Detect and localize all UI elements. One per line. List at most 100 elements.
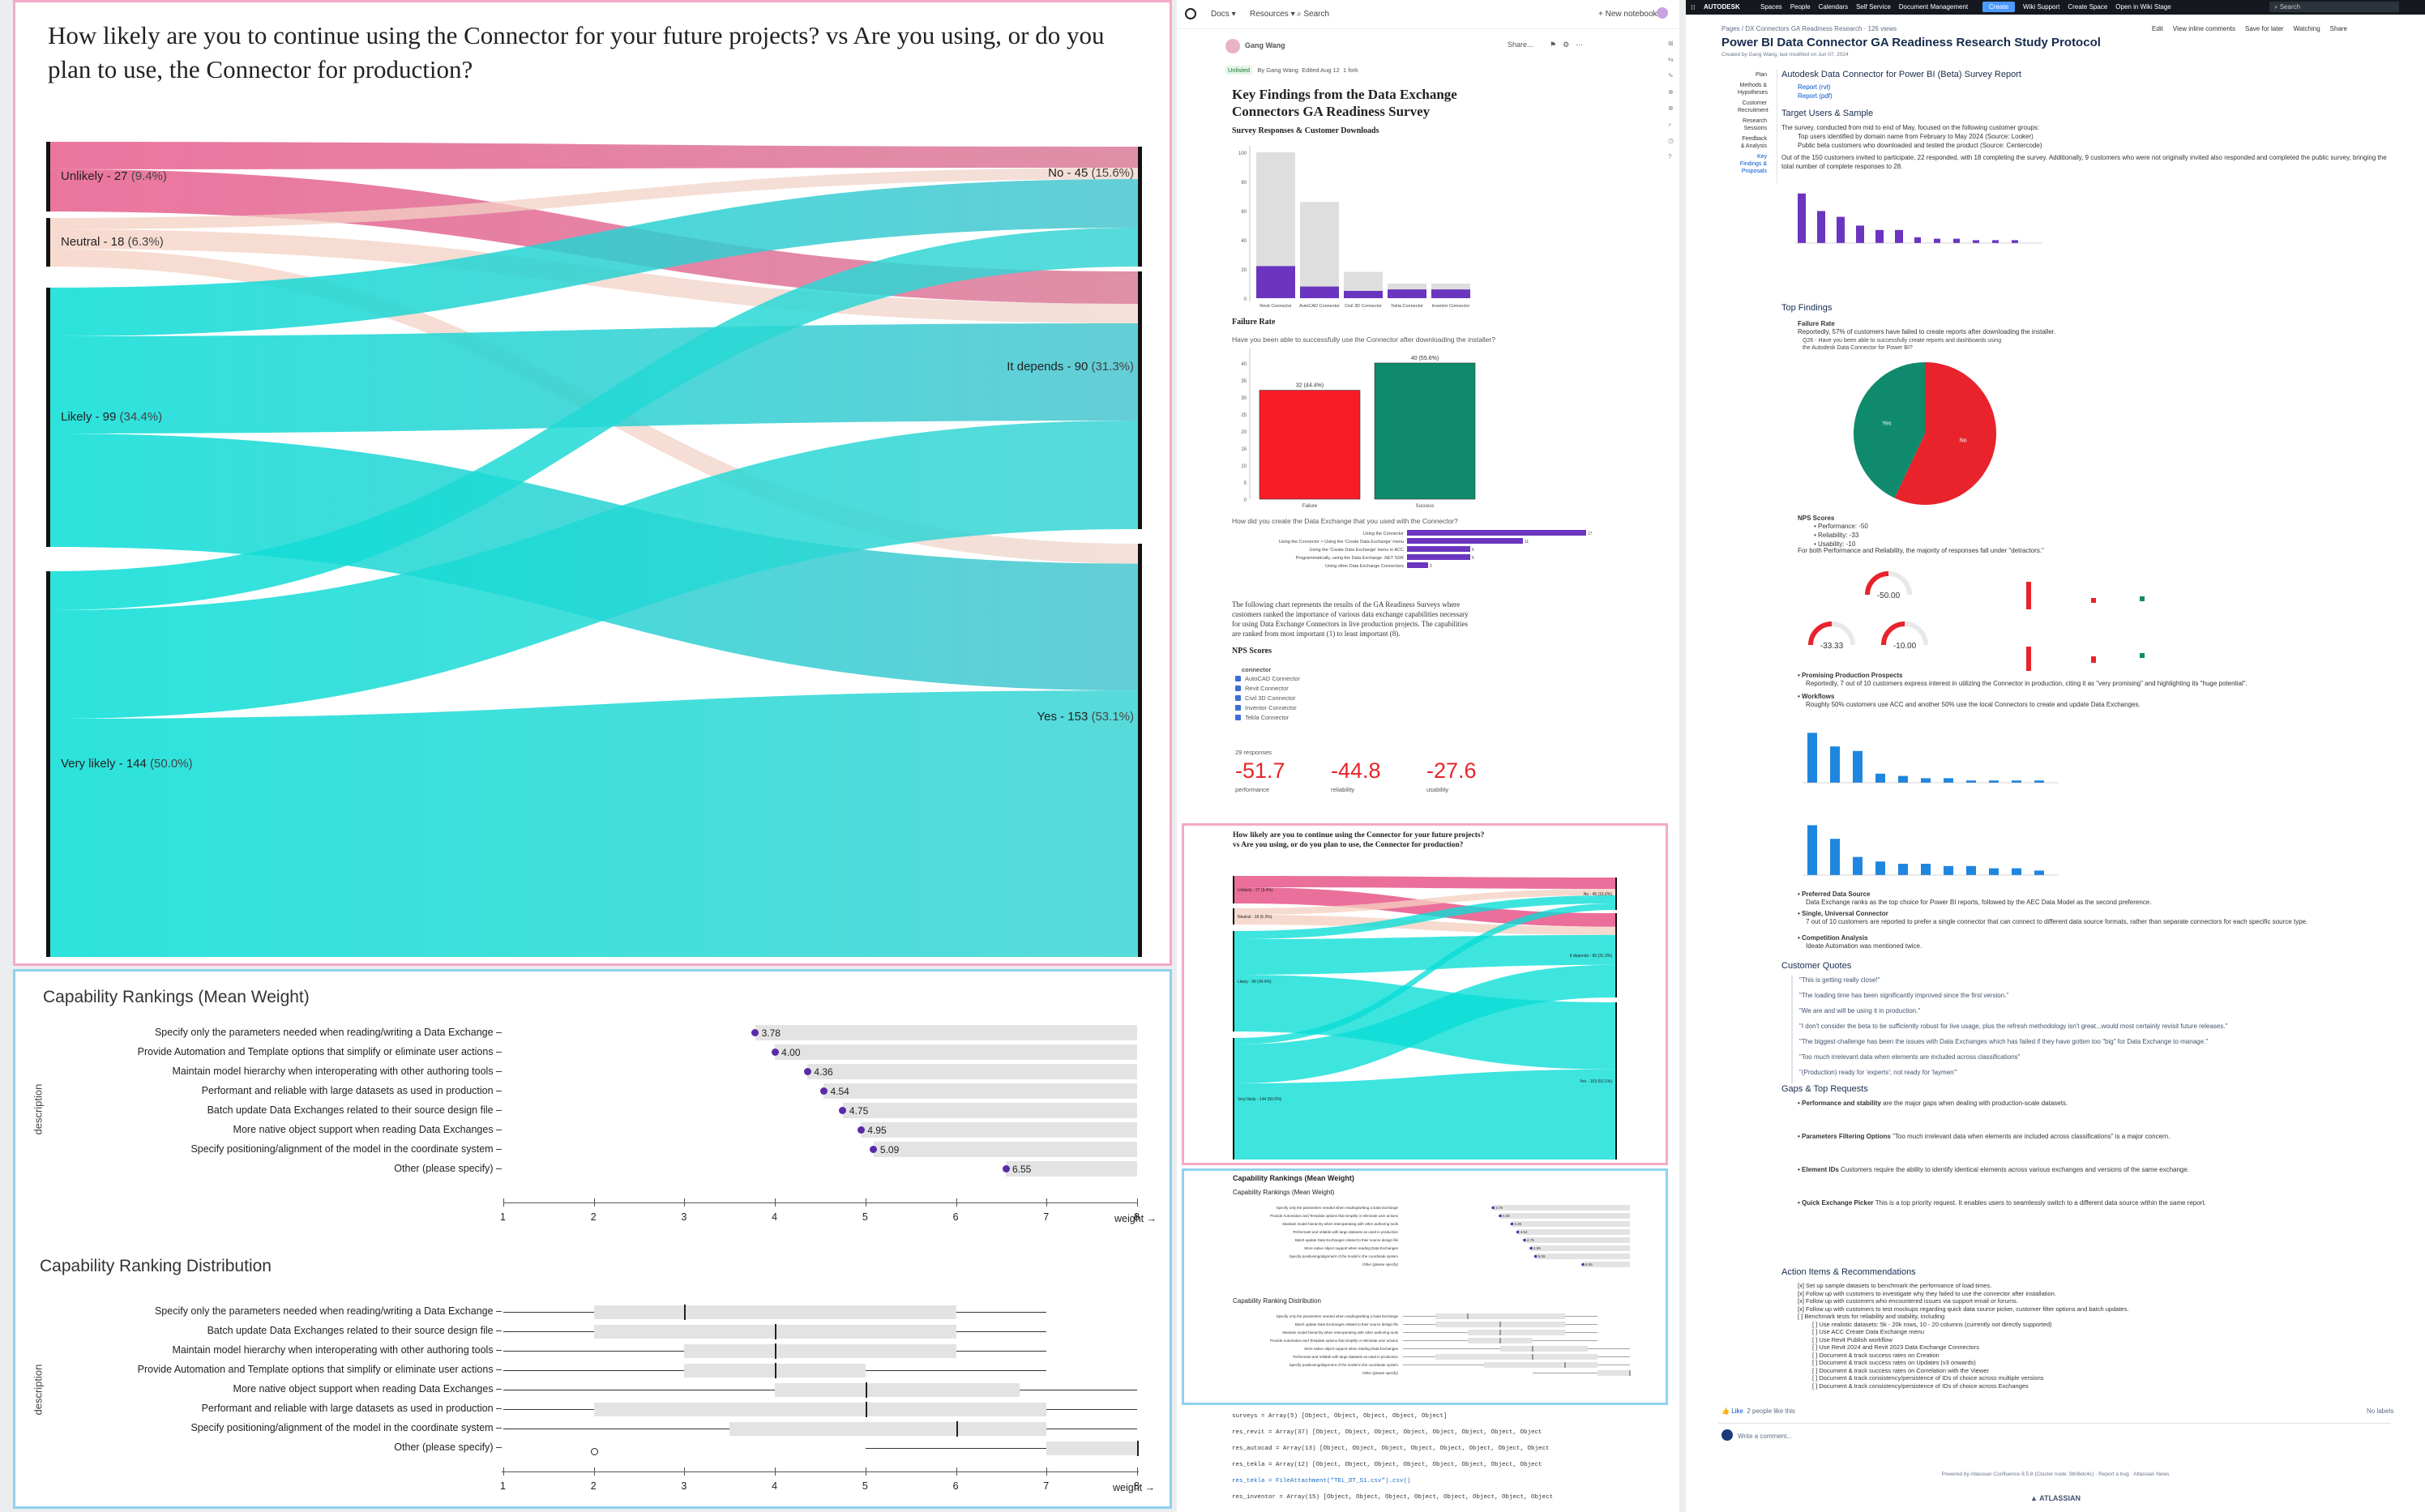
downloads-tick: 60 — [1241, 210, 1247, 215]
autodesk-logo[interactable]: AUTODESK — [1704, 3, 1740, 11]
quote: "Too much irrelevant data when elements … — [1799, 1053, 2021, 1061]
comment-input[interactable]: Write a comment... — [1738, 1433, 1792, 1440]
page-action[interactable]: Share — [2329, 25, 2348, 32]
new-notebook-button[interactable]: + New notebook — [1598, 10, 1657, 19]
mini-sankey-flow — [1234, 915, 1615, 935]
code-line[interactable]: res_autocad = Array(13) [Object, Object,… — [1232, 1446, 1550, 1452]
action-item[interactable]: [x] Follow up with customers to investig… — [1798, 1289, 2056, 1297]
failure-tick: 20 — [1241, 430, 1247, 435]
toc-item[interactable]: Customer Recruitment — [1738, 100, 1768, 113]
connector-checkbox[interactable] — [1235, 686, 1241, 691]
report-link-rvt[interactable]: Report (rvt) — [1798, 83, 1831, 91]
nav-item[interactable]: Create Space — [2068, 3, 2108, 11]
connector-name: Tekla Connector — [1245, 714, 1289, 721]
author-name[interactable]: Gang Wang — [1245, 41, 1285, 49]
sankey-left-label: Likely - 99 (34.4%) — [61, 410, 163, 424]
nav-item[interactable]: Open in Wiki Stage — [2115, 3, 2171, 11]
ranking-paragraph: The following chart represents the resul… — [1232, 600, 1469, 638]
page-action[interactable]: Save for later — [2245, 25, 2284, 32]
toc-item[interactable]: Feedback & Analysis — [1740, 136, 1767, 149]
nav-item[interactable]: People — [1790, 3, 1811, 11]
failure-tick: 25 — [1241, 413, 1247, 418]
nav-item[interactable]: Wiki Support — [2023, 3, 2060, 11]
side-rail-icons[interactable]: ⊞ ⇆ ✎ ⊕ ⊗ ⌕ ◷? — [1668, 40, 1674, 160]
toc-item[interactable]: Plan — [1755, 72, 1767, 78]
distribution-median — [775, 1363, 777, 1378]
code-line[interactable]: res_inventor = Array(15) [Object, Object… — [1232, 1494, 1554, 1501]
target-item-2: Public beta customers who downloaded and… — [1798, 142, 2042, 149]
page-action[interactable]: Watching — [2293, 25, 2320, 32]
sankey-node-right — [1138, 271, 1142, 529]
toc-item[interactable]: Key Findings & Proposals — [1739, 154, 1767, 174]
ranking-tick-mark — [956, 1198, 957, 1207]
finding-text: Roughly 50% customers use ACC and anothe… — [1806, 701, 2141, 708]
distribution-row-label: Other (please specify) – — [394, 1442, 502, 1453]
nav-item[interactable]: Spaces — [1760, 3, 1782, 11]
connector-checkbox[interactable] — [1235, 705, 1241, 711]
action-item[interactable]: [ ] Use realistic datasets: 5k - 20k row… — [1812, 1320, 2052, 1328]
atlassian-logo: ▲ ATLASSIAN — [2030, 1494, 2081, 1502]
nav-item[interactable]: Self Service — [1856, 3, 1891, 11]
downloads-tick: 100 — [1238, 152, 1247, 156]
action-item[interactable]: [ ] Use ACC Create Data Exchange menu — [1812, 1328, 1924, 1335]
mini-ranking-bar — [1517, 1229, 1630, 1235]
labels[interactable]: No labels — [2367, 1407, 2394, 1415]
mini-ranking-dot — [1516, 1230, 1520, 1234]
code-cells[interactable]: surveys = Array(5) [Object, Object, Obje… — [1232, 1408, 1670, 1506]
code-line[interactable]: surveys = Array(5) [Object, Object, Obje… — [1232, 1413, 1448, 1420]
search-link[interactable]: ⌕ Search — [1297, 10, 1330, 19]
action-item[interactable]: [ ] Document & track consistency/persist… — [1812, 1374, 2044, 1382]
connector-checkbox[interactable] — [1235, 715, 1241, 720]
mini-distribution-box — [1597, 1370, 1630, 1376]
page-action[interactable]: View inline comments — [2172, 25, 2236, 32]
customer-group-bar — [1992, 240, 1999, 243]
action-item[interactable]: [ ] Document & track success rates on Up… — [1812, 1359, 1976, 1366]
failure-tick: 35 — [1241, 379, 1247, 384]
menu-resources[interactable]: Resources ▾ — [1250, 10, 1295, 19]
action-item[interactable]: [x] Follow up with customers to test moc… — [1798, 1305, 2129, 1313]
code-line[interactable]: res_revit = Array(37) [Object, Object, O… — [1232, 1429, 1542, 1436]
page-byline: Created by Gang Wang, last modified on J… — [1721, 52, 1849, 58]
user-avatar[interactable] — [1657, 7, 1668, 19]
distribution-tick-label: 1 — [500, 1480, 506, 1492]
mini-ranking-label: Other (please specify) — [1362, 1262, 1399, 1266]
footer-text: Powered by Atlassian Confluence 8.5.8 (C… — [1941, 1471, 2170, 1477]
observable-logo-icon[interactable] — [1185, 8, 1196, 19]
breadcrumb[interactable]: Pages / DX Connectors GA Readiness Resea… — [1721, 25, 1897, 32]
mini-ranking-value: 3.78 — [1495, 1206, 1503, 1210]
action-item[interactable]: [x] Follow up with customers who encount… — [1798, 1297, 2018, 1305]
toc-item[interactable]: Methods & Hypotheses — [1738, 83, 1768, 96]
page-action[interactable]: Edit — [2152, 25, 2163, 32]
nav-item[interactable]: Document Management — [1898, 3, 1969, 11]
search-input[interactable]: ⌕ Search — [2269, 2, 2399, 12]
menu-docs[interactable]: Docs ▾ — [1211, 10, 1236, 19]
sankey-flow — [49, 323, 1138, 434]
action-item[interactable]: [ ] Use Revit 2024 and Revit 2023 Data E… — [1812, 1343, 1979, 1351]
action-item[interactable]: [ ] Benchmark tests for reliability and … — [1798, 1313, 1945, 1320]
method-value: 11 — [1525, 540, 1529, 545]
nps-value: -51.7 — [1235, 758, 1285, 783]
share-button[interactable]: Share... — [1508, 41, 1533, 49]
action-item[interactable]: [ ] Use Revit Publish workflow — [1812, 1335, 1893, 1343]
ranking-value: 4.54 — [830, 1086, 849, 1097]
connector-checkbox[interactable] — [1235, 676, 1241, 681]
toc-item[interactable]: Research Sessions — [1743, 118, 1767, 131]
code-line[interactable]: res_tekla = Array(12) [Object, Object, O… — [1232, 1462, 1542, 1468]
like-button[interactable]: 👍 Like 2 people like this — [1721, 1407, 1795, 1415]
code-line[interactable]: res_tekla = FileAttachment("TEL_DT_S1.cs… — [1232, 1478, 1411, 1484]
cf-nps-title: NPS Scores — [1798, 515, 1835, 522]
commenter-avatar — [1721, 1429, 1733, 1441]
action-item[interactable]: [ ] Document & track success rates on Cr… — [1812, 1351, 1940, 1359]
action-item[interactable]: [ ] Document & track consistency/persist… — [1812, 1382, 2029, 1390]
nav-item[interactable]: Calendars — [1818, 3, 1849, 11]
notebook-toolbar-icons[interactable]: ⚑⚙⋯ — [1550, 41, 1590, 49]
action-item[interactable]: [ ] Document & track success rates on Co… — [1812, 1366, 1989, 1374]
mini-rankings-chart: Specify only the parameters needed when … — [1270, 1205, 1630, 1267]
connector-checkbox[interactable] — [1235, 695, 1241, 701]
create-button[interactable]: Create — [1982, 2, 2016, 12]
app-switcher-icon[interactable]: ⁝⁝ — [1691, 3, 1696, 11]
distribution-box — [593, 1305, 956, 1319]
report-link-pdf[interactable]: Report (pdf) — [1798, 92, 1833, 100]
action-item[interactable]: [x] Set up sample datasets to benchmark … — [1798, 1282, 1992, 1289]
ranking-tick-label: 4 — [772, 1211, 778, 1223]
